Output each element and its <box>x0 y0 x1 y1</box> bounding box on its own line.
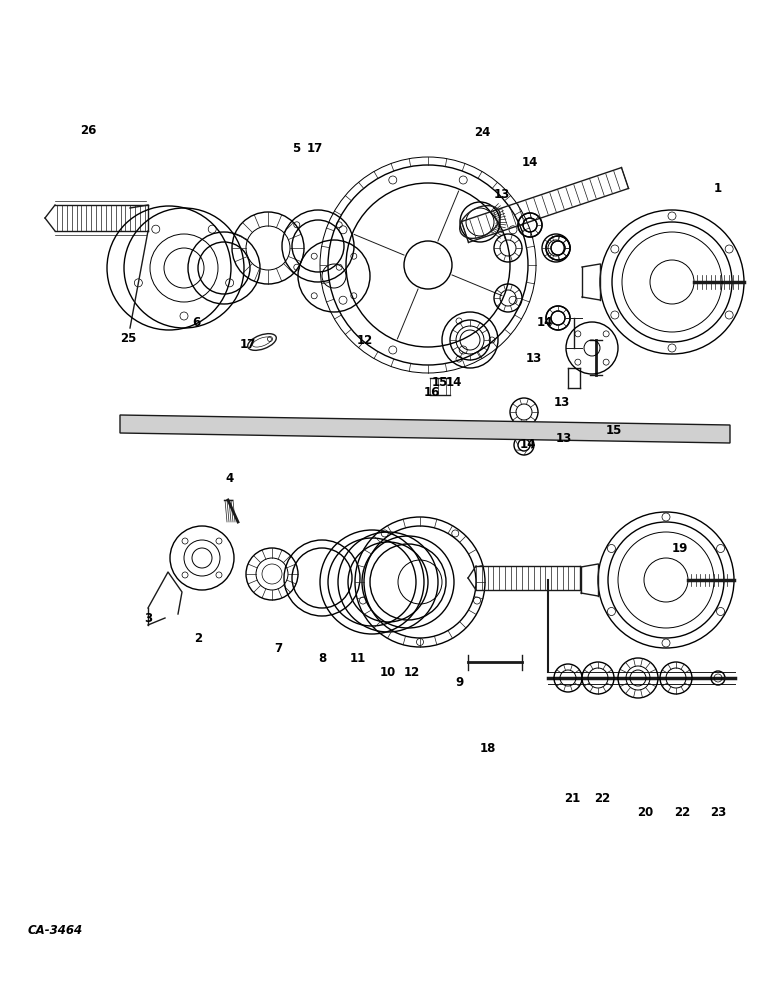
Polygon shape <box>120 415 730 443</box>
Text: 19: 19 <box>672 542 688 554</box>
Text: 13: 13 <box>554 395 571 408</box>
Text: 23: 23 <box>710 806 726 818</box>
Text: 5: 5 <box>292 141 300 154</box>
Text: 7: 7 <box>274 642 282 654</box>
Text: 4: 4 <box>226 472 234 485</box>
Text: 16: 16 <box>424 385 440 398</box>
Text: 10: 10 <box>380 666 396 678</box>
Text: 8: 8 <box>318 652 326 664</box>
Text: 14: 14 <box>445 376 462 389</box>
Text: 1: 1 <box>714 182 722 194</box>
Text: 13: 13 <box>556 432 572 444</box>
Text: 18: 18 <box>480 742 496 754</box>
Text: 14: 14 <box>520 438 537 452</box>
Text: 11: 11 <box>350 652 366 664</box>
Text: CA-3464: CA-3464 <box>28 924 83 936</box>
Text: 12: 12 <box>404 666 420 678</box>
Text: 14: 14 <box>522 155 538 168</box>
Text: 22: 22 <box>594 792 610 804</box>
Text: 13: 13 <box>526 352 542 364</box>
Text: 21: 21 <box>564 792 580 804</box>
Text: 15: 15 <box>432 375 449 388</box>
Text: 24: 24 <box>474 125 490 138</box>
Text: 22: 22 <box>674 806 690 818</box>
Text: 26: 26 <box>80 123 96 136</box>
Text: 3: 3 <box>144 611 152 624</box>
Text: 9: 9 <box>456 676 464 688</box>
Text: 6: 6 <box>192 316 200 328</box>
Text: 15: 15 <box>606 424 622 436</box>
Text: 25: 25 <box>120 332 136 344</box>
Text: 20: 20 <box>637 806 653 818</box>
Text: 14: 14 <box>537 316 554 328</box>
Text: 17: 17 <box>240 338 256 352</box>
Text: 13: 13 <box>494 188 510 202</box>
Text: 12: 12 <box>357 334 373 347</box>
Text: 17: 17 <box>307 141 323 154</box>
Text: 2: 2 <box>194 632 202 645</box>
